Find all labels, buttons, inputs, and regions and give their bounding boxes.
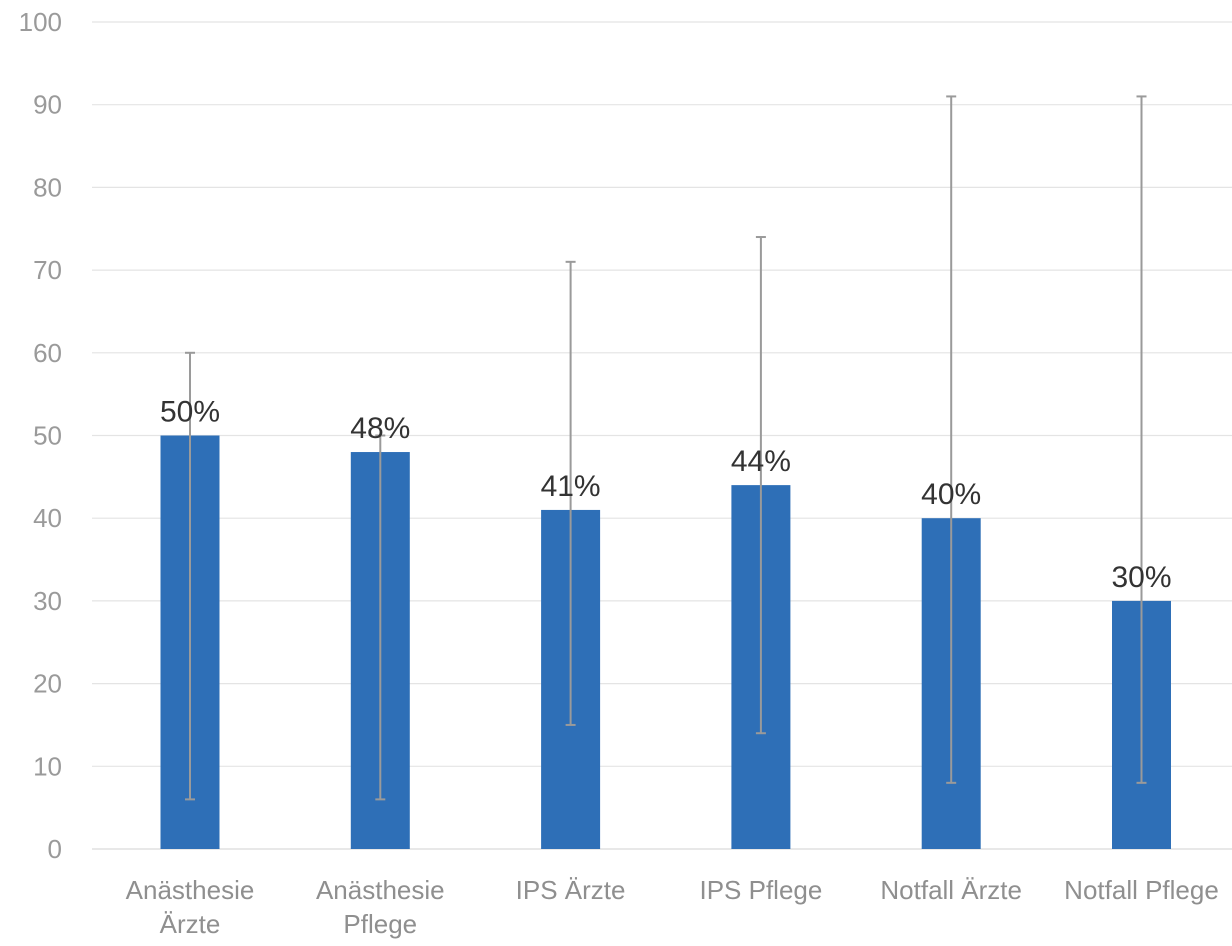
x-tick-label-line: Anästhesie	[126, 875, 255, 905]
y-axis: 0 10 20 30 40 50 60 70 80 90 100	[19, 7, 62, 864]
error-bar	[185, 351, 195, 801]
y-tick-label: 100	[19, 7, 62, 37]
x-tick-label: Notfall Pflege	[1064, 875, 1219, 905]
x-tick-label: IPS Ärzte	[516, 875, 626, 905]
gridlines	[92, 21, 1232, 850]
data-label: 44%	[731, 445, 791, 478]
data-label: 40%	[921, 478, 981, 511]
y-tick-label: 30	[33, 586, 62, 616]
y-tick-label: 0	[48, 834, 62, 864]
y-tick-label: 80	[33, 172, 62, 202]
error-bars	[185, 95, 1147, 801]
data-label: 30%	[1111, 561, 1171, 594]
y-tick-label: 90	[33, 90, 62, 120]
error-bar	[755, 236, 766, 735]
x-tick-label-line: IPS Pflege	[699, 875, 822, 905]
x-tick-label-line: Ärzte	[160, 909, 221, 939]
x-tick-label: Anästhesie Pflege	[316, 875, 445, 939]
error-bar	[946, 95, 957, 784]
data-label: 48%	[350, 412, 410, 445]
y-tick-label: 10	[33, 751, 62, 781]
y-tick-label: 40	[33, 503, 62, 533]
data-label: 41%	[541, 470, 601, 503]
y-tick-label: 20	[33, 669, 62, 699]
x-tick-label-line: Notfall Ärzte	[880, 875, 1022, 905]
data-labels: 50% 48% 41% 44% 40% 30%	[160, 396, 1172, 594]
x-tick-label-line: Anästhesie	[316, 875, 445, 905]
x-tick-label: Anästhesie Ärzte	[126, 875, 255, 939]
x-tick-label-line: Pflege	[343, 909, 417, 939]
x-tick-label-line: Notfall Pflege	[1064, 875, 1219, 905]
x-tick-label-line: IPS Ärzte	[516, 875, 626, 905]
x-tick-label: Notfall Ärzte	[880, 875, 1022, 905]
data-label: 50%	[160, 396, 220, 429]
y-tick-label: 70	[33, 255, 62, 285]
bars	[160, 435, 1171, 849]
x-tick-label: IPS Pflege	[699, 875, 822, 905]
error-bar	[375, 434, 386, 801]
y-tick-label: 60	[33, 338, 62, 368]
error-bar	[565, 260, 576, 726]
error-bar	[1136, 95, 1147, 784]
y-tick-label: 50	[33, 421, 62, 451]
x-axis: Anästhesie Ärzte Anästhesie Pflege IPS Ärzte…	[126, 875, 1219, 939]
